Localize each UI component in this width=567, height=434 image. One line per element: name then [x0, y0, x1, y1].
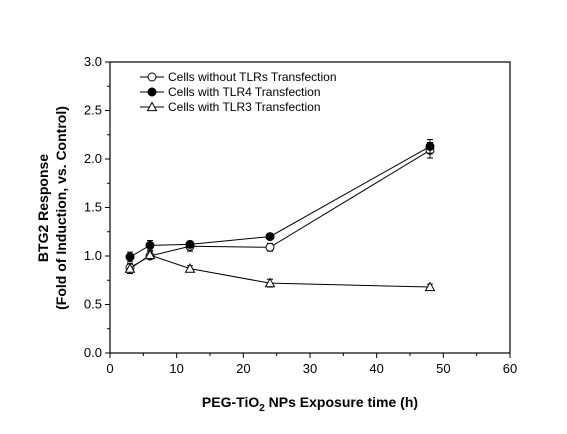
data-point	[265, 232, 275, 242]
x-tick-label: 10	[169, 361, 183, 376]
y-tick-label: 1.5	[84, 200, 102, 215]
data-point	[424, 281, 436, 292]
legend-label: Cells without TLRs Transfection	[168, 70, 337, 84]
y-axis-subtitle: (Fold of Induction, vs. Control)	[53, 106, 69, 310]
data-point	[124, 263, 136, 273]
x-axis-title: PEG-TiO2 NPs Exposure time (h)	[202, 394, 418, 414]
y-tick-label: 2.0	[84, 151, 102, 166]
x-tick-label: 50	[436, 361, 450, 376]
data-point	[125, 252, 135, 262]
series-1	[125, 142, 435, 273]
y-axis-title: BTG2 Response	[35, 154, 51, 262]
series-line	[129, 149, 431, 269]
y-axis: 0.0 0.5 1.0 1.5 2.0 2.5 3.0	[84, 54, 110, 360]
y-axis-title-group: BTG2 Response (Fold of Induction, vs. Co…	[35, 106, 69, 310]
x-tick-label: 60	[503, 361, 517, 376]
series-line	[129, 254, 431, 288]
series-line	[129, 145, 431, 258]
legend-item: Cells without TLRs Transfection	[140, 70, 337, 84]
series-3	[124, 249, 436, 292]
data-point	[265, 242, 275, 252]
y-tick-label: 3.0	[84, 54, 102, 69]
legend-label: Cells with TLR3 Transfection	[168, 100, 321, 114]
data-point	[184, 263, 196, 273]
series-layer	[124, 139, 436, 292]
legend-label: Cells with TLR4 Transfection	[168, 85, 321, 99]
series-2	[125, 139, 435, 263]
legend-item: Cells with TLR4 Transfection	[140, 85, 321, 99]
legend-marker	[146, 101, 158, 112]
x-tick-label: 0	[106, 361, 113, 376]
x-axis: 0 10 20 30 40 50 60	[106, 353, 517, 376]
x-tick-label: 20	[236, 361, 250, 376]
legend-marker	[147, 72, 157, 82]
data-point	[145, 240, 155, 250]
data-point	[425, 141, 435, 151]
x-tick-label: 30	[303, 361, 317, 376]
x-tick-label: 40	[369, 361, 383, 376]
data-point	[185, 239, 195, 249]
y-tick-label: 0.0	[84, 345, 102, 360]
data-point	[144, 249, 156, 260]
legend-marker	[147, 87, 157, 97]
y-tick-label: 1.0	[84, 248, 102, 263]
y-tick-label: 2.5	[84, 103, 102, 118]
data-point	[264, 277, 276, 288]
y-tick-label: 0.5	[84, 297, 102, 312]
legend-item: Cells with TLR3 Transfection	[140, 100, 321, 114]
